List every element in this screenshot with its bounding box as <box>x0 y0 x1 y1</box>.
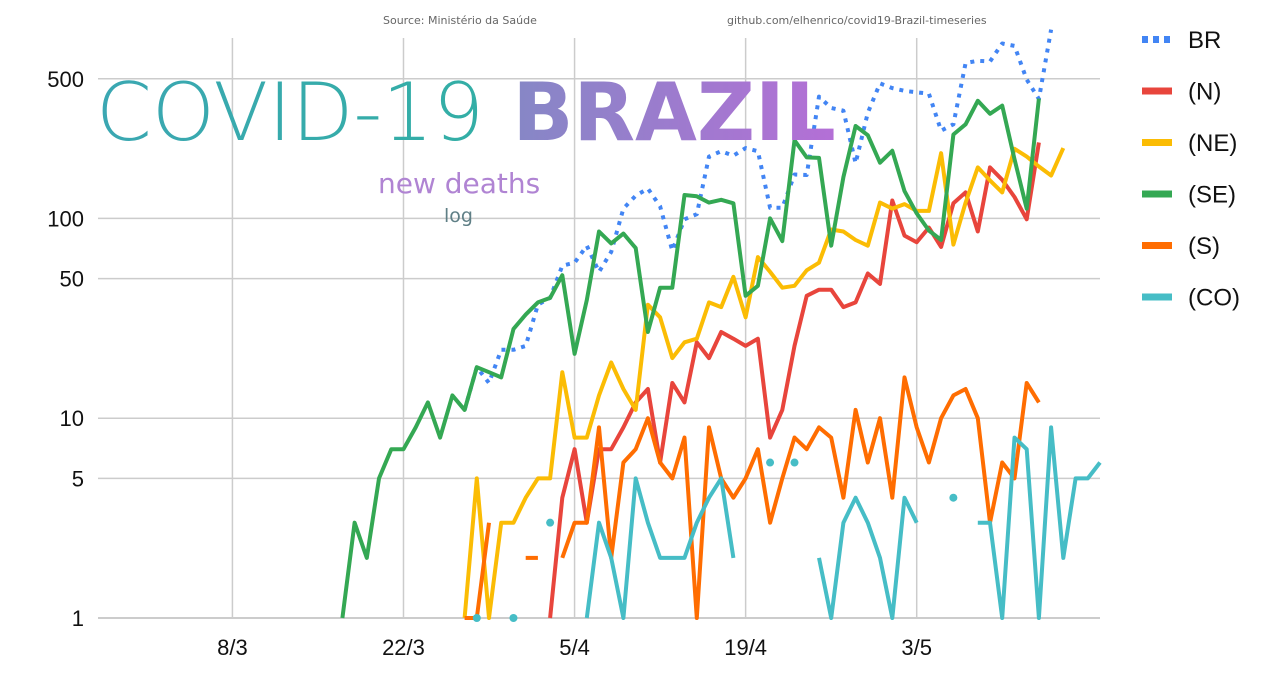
series-n <box>548 142 1041 619</box>
x-tick-label: 3/5 <box>901 635 932 660</box>
title-part1: COVID-19 <box>96 66 484 159</box>
series-br <box>462 29 1054 411</box>
series-line <box>462 146 1066 620</box>
legend-label: BR <box>1188 27 1221 54</box>
legend-swatch <box>1142 139 1172 146</box>
legend-swatch <box>1142 293 1172 301</box>
series-line <box>462 29 1054 411</box>
data-point <box>790 458 799 467</box>
scale-note: log <box>444 205 473 227</box>
legend-swatch <box>1164 36 1170 43</box>
series-line <box>340 98 1041 619</box>
legend-label: (CO) <box>1188 285 1240 312</box>
series-co <box>472 425 1102 622</box>
legend-swatch <box>1153 36 1159 43</box>
legend-swatch <box>1142 36 1148 43</box>
legend-label: (NE) <box>1188 130 1237 157</box>
y-tick-label: 500 <box>47 67 84 92</box>
series-line <box>817 495 919 620</box>
data-point <box>949 493 958 502</box>
chart-title: COVID-19 BRAZIL <box>96 66 836 159</box>
repo-note: github.com/elhenrico/covid19-Brazil-time… <box>727 14 987 27</box>
legend-swatch <box>1142 87 1172 95</box>
series-line <box>584 476 736 620</box>
data-point <box>509 614 518 622</box>
series-line <box>560 375 1041 620</box>
y-axis-ticks: 1 5 10 50 100 500 <box>47 67 84 631</box>
data-point <box>472 614 481 622</box>
y-tick-label: 100 <box>47 206 84 231</box>
source-note: Source: Ministério da Saúde <box>383 14 537 27</box>
legend-swatch <box>1142 242 1172 249</box>
x-tick-label: 8/3 <box>217 635 248 660</box>
x-tick-label: 19/4 <box>724 635 767 660</box>
series-se <box>340 98 1041 619</box>
gridlines <box>98 38 1100 619</box>
legend-label: (N) <box>1188 79 1221 106</box>
series-layer <box>340 29 1102 622</box>
legend-label: (S) <box>1188 233 1220 260</box>
series-ne <box>462 146 1066 620</box>
legend: BR (N) (NE) (SE) (S) (CO) <box>1142 27 1240 312</box>
chart-subtitle: new deaths <box>378 167 540 200</box>
data-point <box>546 518 555 527</box>
title-part2: BRAZIL <box>512 66 835 159</box>
y-tick-label: 10 <box>60 406 84 431</box>
y-tick-label: 1 <box>72 606 84 631</box>
x-tick-label: 5/4 <box>559 635 590 660</box>
y-tick-label: 50 <box>60 267 84 292</box>
legend-label: (SE) <box>1188 182 1236 209</box>
x-tick-label: 22/3 <box>382 635 425 660</box>
y-tick-label: 5 <box>72 466 84 491</box>
legend-swatch <box>1142 190 1172 198</box>
series-line <box>977 425 1102 620</box>
x-axis-ticks: 8/3 22/3 5/4 19/4 3/5 <box>217 635 932 660</box>
series-line <box>548 142 1041 619</box>
data-point <box>766 458 775 467</box>
